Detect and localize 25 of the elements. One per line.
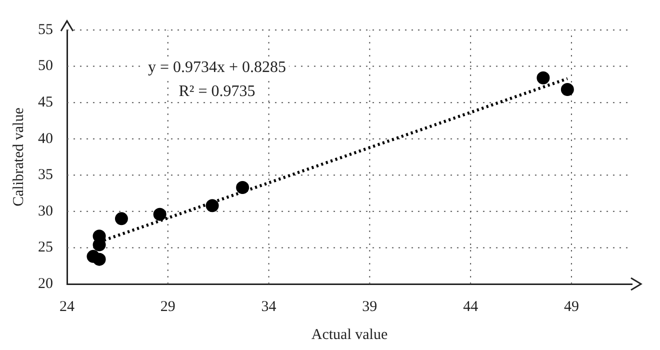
annotation: R² = 0.9735 [178,83,256,100]
point [92,252,106,266]
y-tick-label: 35 [38,167,53,184]
x-tick-label: 49 [564,298,579,315]
y-tick-label: 20 [38,276,53,292]
x-tick-label: 24 [60,298,75,315]
y-tick-label: 45 [38,94,53,111]
point [560,83,574,96]
x-tick-label: 34 [261,298,277,315]
y-tick-label: 55 [38,22,53,38]
x-tick-label: 39 [362,298,378,315]
x-tick-label: 29 [160,298,176,315]
point [206,199,219,212]
y-tick-label: 25 [38,240,53,256]
y-axis-title: Calibrated value [10,107,27,206]
y-tick-label: 40 [38,130,53,147]
y-tick-label: 30 [38,203,53,220]
point [536,71,550,84]
point [236,180,250,194]
annotation: y = 0.9734x + 0.8285 [148,59,286,76]
point [153,208,166,221]
x-axis-title: Actual value [311,326,388,343]
y-tick-label: 50 [38,58,53,74]
x-tick-label: 44 [463,298,479,315]
point [114,212,128,226]
